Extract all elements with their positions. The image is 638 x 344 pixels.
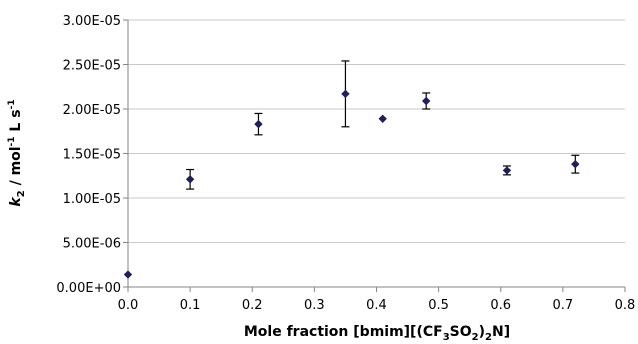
x-axis-title: Mole fraction [bmim][(CF3SO2)2N] [244, 324, 510, 343]
data-point [571, 159, 580, 169]
x-tick-label: 0.7 [553, 298, 574, 313]
y-tick-label: 2.50E-05 [63, 59, 121, 74]
data-point [422, 96, 431, 106]
y-tick-label: 2.00E-05 [63, 103, 121, 118]
y-axis-title: k2 / mol-1 L s-1 [7, 99, 27, 206]
error-bars [186, 60, 580, 190]
data-point [502, 166, 512, 175]
y-tick-label: 1.50E-05 [63, 148, 121, 163]
x-tick-label: 0.3 [304, 298, 325, 313]
data-point [341, 89, 350, 99]
data-point [185, 175, 195, 184]
x-tick-label: 0.0 [118, 298, 139, 313]
x-tick-label: 0.5 [428, 298, 449, 313]
data-point [123, 270, 133, 279]
axes [123, 19, 626, 292]
x-tick-label: 0.1 [180, 298, 201, 313]
x-tick-label: 0.4 [366, 298, 387, 313]
y-tick-labels: 0.00E+00 5.00E-06 1.00E-05 1.50E-05 2.00E-05… [56, 14, 121, 296]
data-points [123, 89, 580, 279]
y-tick-label: 5.00E-06 [63, 237, 121, 252]
x-tick-label: 0.2 [242, 298, 263, 313]
data-point [254, 119, 263, 129]
x-tick-label: 0.8 [615, 298, 636, 313]
data-point [378, 114, 387, 123]
x-tick-labels: 0.0 0.1 0.2 0.3 0.4 0.5 0.6 0.7 0.8 [118, 298, 636, 313]
y-tick-label: 3.00E-05 [63, 14, 121, 29]
x-tick-label: 0.6 [490, 298, 511, 313]
gridlines [128, 19, 625, 243]
y-tick-label: 1.00E-05 [63, 192, 121, 207]
y-tick-label: 0.00E+00 [56, 281, 121, 296]
